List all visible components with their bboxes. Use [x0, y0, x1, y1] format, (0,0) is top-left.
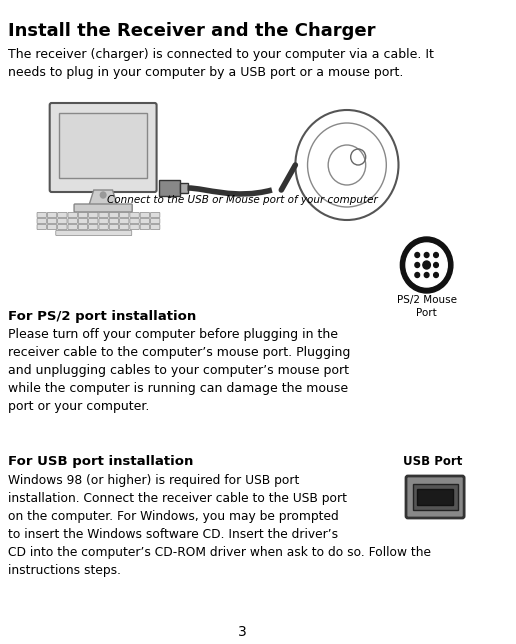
Circle shape [424, 263, 429, 267]
Circle shape [406, 243, 447, 287]
Text: Connect to the USB or Mouse port of your computer: Connect to the USB or Mouse port of your… [106, 195, 377, 205]
FancyBboxPatch shape [68, 225, 77, 229]
FancyBboxPatch shape [130, 213, 139, 218]
FancyBboxPatch shape [120, 213, 129, 218]
FancyBboxPatch shape [37, 218, 46, 223]
FancyBboxPatch shape [99, 225, 108, 229]
Circle shape [400, 237, 453, 293]
Circle shape [415, 263, 420, 267]
FancyBboxPatch shape [120, 218, 129, 223]
FancyBboxPatch shape [37, 213, 46, 218]
FancyBboxPatch shape [151, 225, 160, 229]
FancyBboxPatch shape [120, 225, 129, 229]
FancyBboxPatch shape [406, 476, 464, 518]
FancyBboxPatch shape [140, 213, 150, 218]
FancyBboxPatch shape [58, 218, 67, 223]
Text: The receiver (charger) is connected to your computer via a cable. It
needs to pl: The receiver (charger) is connected to y… [8, 48, 433, 79]
Text: PS/2 Mouse
Port: PS/2 Mouse Port [397, 295, 457, 318]
FancyBboxPatch shape [78, 225, 88, 229]
FancyBboxPatch shape [417, 489, 453, 505]
Circle shape [424, 272, 429, 278]
FancyBboxPatch shape [413, 484, 458, 510]
FancyBboxPatch shape [99, 218, 108, 223]
FancyBboxPatch shape [99, 213, 108, 218]
Text: 3: 3 [237, 625, 246, 639]
FancyBboxPatch shape [59, 113, 147, 178]
FancyBboxPatch shape [140, 225, 150, 229]
FancyBboxPatch shape [50, 103, 156, 192]
FancyBboxPatch shape [89, 225, 98, 229]
FancyBboxPatch shape [74, 204, 132, 212]
Circle shape [433, 272, 439, 278]
FancyBboxPatch shape [109, 213, 119, 218]
FancyBboxPatch shape [47, 225, 57, 229]
FancyBboxPatch shape [151, 218, 160, 223]
Text: Windows 98 (or higher) is required for USB port
installation. Connect the receiv: Windows 98 (or higher) is required for U… [8, 474, 430, 577]
FancyBboxPatch shape [78, 218, 88, 223]
FancyBboxPatch shape [151, 213, 160, 218]
Circle shape [433, 263, 439, 267]
FancyBboxPatch shape [47, 213, 57, 218]
Circle shape [100, 192, 106, 198]
FancyBboxPatch shape [37, 225, 46, 229]
Text: Please turn off your computer before plugging in the
receiver cable to the compu: Please turn off your computer before plu… [8, 328, 350, 413]
FancyBboxPatch shape [58, 225, 67, 229]
FancyBboxPatch shape [130, 218, 139, 223]
FancyBboxPatch shape [47, 218, 57, 223]
Polygon shape [159, 180, 180, 196]
Text: Install the Receiver and the Charger: Install the Receiver and the Charger [8, 22, 375, 40]
FancyBboxPatch shape [56, 231, 132, 236]
Polygon shape [89, 190, 117, 205]
Text: For PS/2 port installation: For PS/2 port installation [8, 310, 196, 323]
Circle shape [424, 252, 429, 258]
FancyBboxPatch shape [109, 218, 119, 223]
FancyBboxPatch shape [58, 213, 67, 218]
FancyBboxPatch shape [89, 213, 98, 218]
Circle shape [433, 252, 439, 258]
Text: For USB port installation: For USB port installation [8, 455, 193, 468]
Text: USB Port: USB Port [403, 455, 462, 468]
FancyBboxPatch shape [109, 225, 119, 229]
Circle shape [415, 272, 420, 278]
Circle shape [423, 261, 430, 269]
Polygon shape [180, 183, 187, 193]
FancyBboxPatch shape [78, 213, 88, 218]
FancyBboxPatch shape [89, 218, 98, 223]
Circle shape [415, 252, 420, 258]
FancyBboxPatch shape [130, 225, 139, 229]
FancyBboxPatch shape [68, 213, 77, 218]
FancyBboxPatch shape [68, 218, 77, 223]
FancyBboxPatch shape [140, 218, 150, 223]
